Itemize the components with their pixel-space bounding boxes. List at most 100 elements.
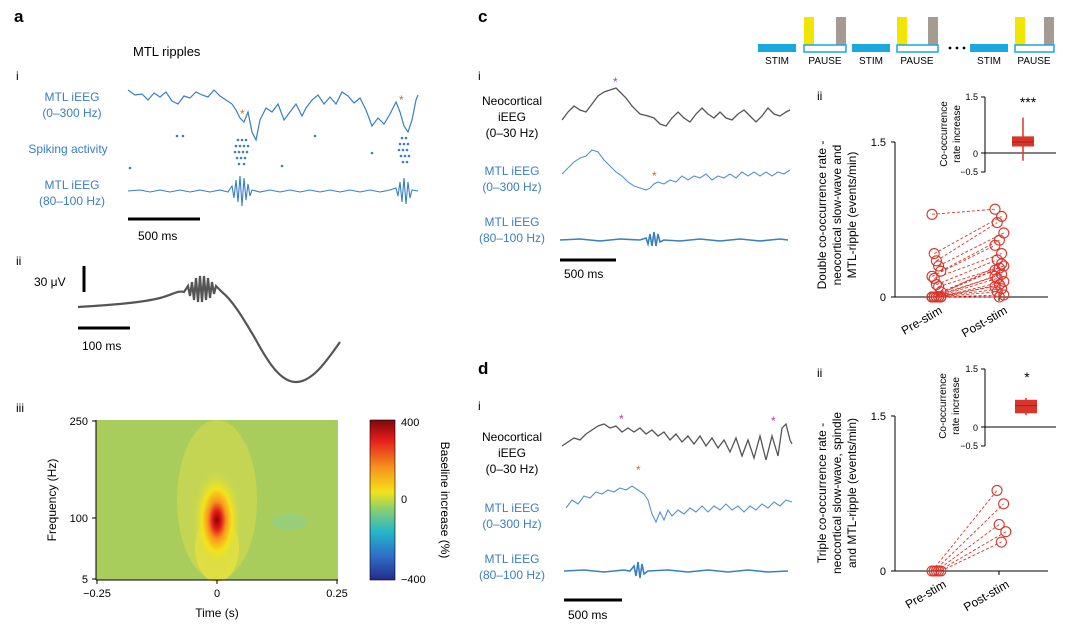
protocol-pause-block-3 xyxy=(1014,44,1055,53)
a-mtl-broadband-trace xyxy=(127,89,419,142)
a-spike-raster xyxy=(128,134,411,170)
d-ii-post-point xyxy=(998,498,1010,510)
c-ii-post-point xyxy=(996,258,1008,270)
protocol-label-pause-2: PAUSE xyxy=(900,56,933,67)
d-ii-ytick-max: 1.5 xyxy=(871,411,886,423)
c-trace-label-7: (80–100 Hz) xyxy=(479,231,545,245)
d-ii-ytick-zero: 0 xyxy=(880,566,886,578)
c-ii-post-point xyxy=(989,270,1001,282)
a-ii-average-ripple-waveform xyxy=(77,275,341,384)
a-mtl-ripple-band-trace xyxy=(127,175,419,207)
a-iii-axes xyxy=(92,420,338,584)
protocol-taupe-2 xyxy=(928,17,938,45)
c-trace-label-2: iEEG xyxy=(498,110,526,124)
d-trace-label-3: (0–30 Hz) xyxy=(486,462,539,476)
d-inset-significance: * xyxy=(1024,369,1030,385)
a-iii-xtick-right: 0.25 xyxy=(326,588,347,600)
protocol-label-pause-1: PAUSE xyxy=(808,56,841,67)
d-ii-pre-point xyxy=(935,565,947,577)
c-slowwave-marker: * xyxy=(613,75,618,89)
d-trace-label-4: MTL iEEG xyxy=(485,501,540,515)
c-ii-pair-line xyxy=(938,294,1004,298)
c-ii-pre-point xyxy=(928,248,940,260)
c-inset-ytick-min: −0.5 xyxy=(960,167,978,177)
c-ii-post-point xyxy=(991,217,1003,229)
c-ii-post-point xyxy=(989,203,1001,215)
a-iii-ytick-100: 100 xyxy=(70,513,88,525)
d-neocortical-trace xyxy=(561,422,793,461)
c-inset-box xyxy=(1012,117,1034,161)
d-ii-pair-line xyxy=(940,541,1002,572)
c-mtl-ripple-band-trace xyxy=(559,231,789,248)
a-trace-label-1: MTL iEEG xyxy=(45,90,100,104)
c-ii-pair-line xyxy=(936,291,998,298)
c-stim-protocol xyxy=(758,17,1055,53)
d-inset-ytick-min: −0.5 xyxy=(960,441,978,451)
c-ii-pair-line xyxy=(938,265,1004,288)
c-ii-pair-line xyxy=(934,253,1002,279)
d-mtl-ripple-band-trace xyxy=(563,561,789,579)
d-ii-pair-line xyxy=(938,531,1007,572)
a-ripple-marker-2: * xyxy=(399,93,404,107)
c-ii-pre-point xyxy=(933,260,945,272)
a-iii-cbar-tick-min: −400 xyxy=(401,574,426,586)
protocol-taupe-1 xyxy=(836,17,846,45)
a-iii-xlabel: Time (s) xyxy=(195,606,239,620)
d-ii-pair-line xyxy=(933,503,1004,572)
c-ii-pre-point xyxy=(926,208,938,220)
d-inset-box xyxy=(1015,397,1037,416)
a-iii-cbar-tick-max: 400 xyxy=(401,417,419,429)
d-ii-paired-points xyxy=(926,484,1012,577)
c-ii-post-point xyxy=(989,239,1001,251)
a-trace-label-5: (80–100 Hz) xyxy=(39,194,105,208)
a-iii-cbar-label: Baseline increase (%) xyxy=(438,442,452,559)
c-ii-pair-line xyxy=(931,208,996,215)
c-trace-label-1: Neocortical xyxy=(482,94,542,108)
panel-a-iii-label: iii xyxy=(16,401,24,415)
d-trace-label-5: (0–300 Hz) xyxy=(482,517,541,531)
c-ii-pair-line xyxy=(936,222,998,262)
c-ii-ylabel-1: Double co-occurrence rate - xyxy=(815,141,829,290)
d-ii-ylabel-2: neocortical slow-wave, spindle xyxy=(830,412,844,574)
d-ii-axes xyxy=(891,415,1048,575)
d-trace-label-6: MTL iEEG xyxy=(485,552,540,566)
c-ii-xtick-post: Post-stim xyxy=(959,303,1009,340)
a-ii-voltage-label: 30 μV xyxy=(34,275,66,289)
a-trace-label-4: MTL iEEG xyxy=(45,178,100,192)
d-ii-xtick-post: Post-stim xyxy=(961,577,1011,614)
c-ii-post-point xyxy=(993,291,1005,303)
c-trace-label-5: (0–300 Hz) xyxy=(482,180,541,194)
c-ii-pre-point xyxy=(935,291,947,303)
c-ii-pair-line xyxy=(931,286,996,298)
c-ii-pre-point xyxy=(928,291,940,303)
c-i-scale-label: 500 ms xyxy=(564,267,603,281)
a-trace-label-2: (0–300 Hz) xyxy=(42,106,101,120)
d-ii-post-point xyxy=(993,518,1005,531)
d-ii-post-point xyxy=(991,484,1003,496)
protocol-label-stim-3: STIM xyxy=(977,56,1001,67)
d-ii-xtick-pre: Pre-stim xyxy=(903,577,949,611)
c-inset-iqr-box xyxy=(1012,136,1034,147)
protocol-label-stim-1: STIM xyxy=(765,56,789,67)
c-ii-pair-line xyxy=(938,232,1005,267)
d-ii-post-point xyxy=(1000,526,1012,538)
c-ii-post-point xyxy=(989,264,1001,276)
c-ii-pre-point xyxy=(930,255,942,267)
panel-a-ii-label: ii xyxy=(16,254,21,268)
c-ii-pair-line xyxy=(936,259,998,286)
panel-c-letter: c xyxy=(478,7,487,26)
a-iii-xtick-zero: 0 xyxy=(214,588,220,600)
d-slowwave-marker-1: * xyxy=(619,412,624,426)
c-inset-significance: *** xyxy=(1020,94,1037,110)
c-ii-ylabel-3: MTL-ripple (events/min) xyxy=(845,152,859,279)
d-inset-iqr-box xyxy=(1015,399,1037,414)
a-iii-heatmap-negative xyxy=(272,514,308,530)
c-ii-pair-line xyxy=(934,263,1002,298)
c-ripple-marker: * xyxy=(652,169,657,183)
a-ripple-marker-1: * xyxy=(240,107,245,121)
d-ripple-marker: * xyxy=(636,463,641,477)
c-ii-pair-line xyxy=(936,277,998,298)
d-inset-ytick-zero: 0 xyxy=(973,423,978,433)
c-inset-ytick-max: 1.5 xyxy=(965,92,978,102)
c-inset-ylabel-1: Co-occurrence xyxy=(939,101,950,167)
